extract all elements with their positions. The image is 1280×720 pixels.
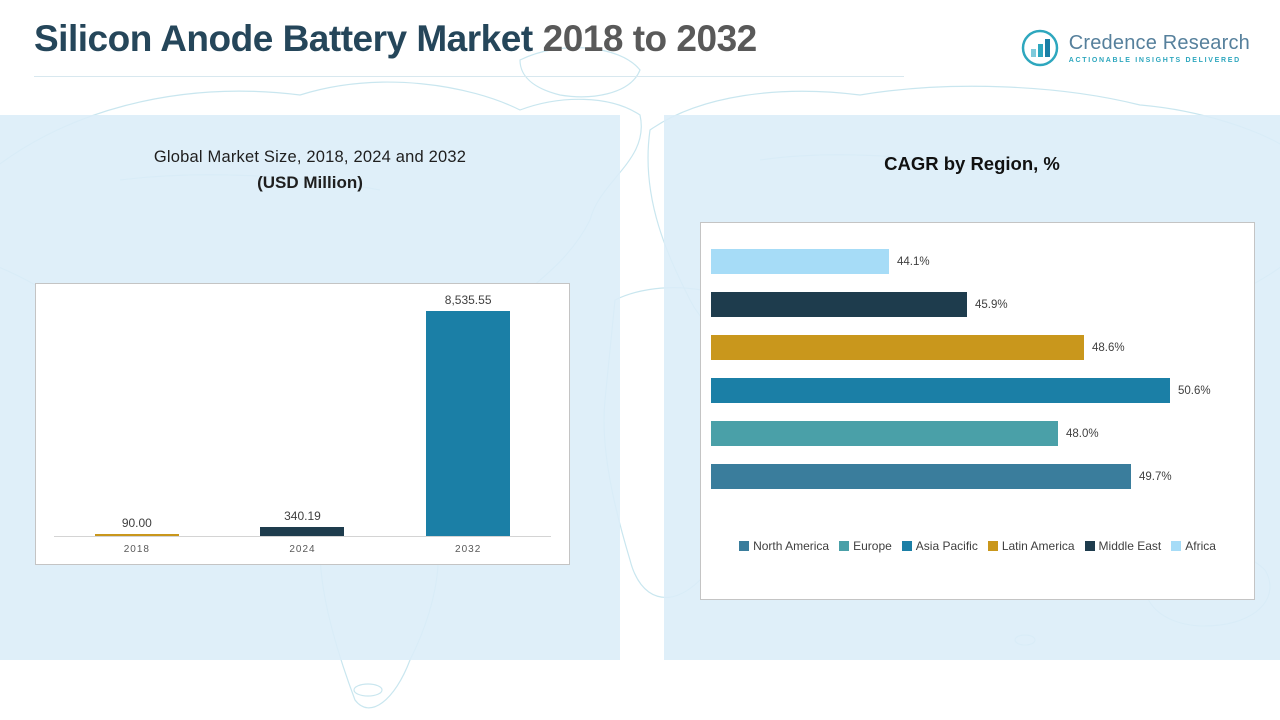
header: Silicon Anode Battery Market 2018 to 2032… — [0, 0, 1280, 115]
cagr-legend: North America Europe Asia Pacific Latin Ame… — [701, 539, 1254, 553]
x-tick-label-2024: 2024 — [289, 544, 316, 555]
legend-item-africa: Africa — [1171, 539, 1216, 553]
cagr-title: CAGR by Region, % — [884, 153, 1060, 174]
legend-swatch-middle-east — [1084, 541, 1095, 551]
bar-value-label: 45.9% — [975, 298, 1008, 311]
bar-2018 — [94, 534, 179, 536]
cagr-row-middle-east: 45.9% — [711, 292, 1254, 317]
legend-label-asia-pacific: Asia Pacific — [915, 539, 978, 553]
legend-swatch-latin-america — [987, 541, 998, 551]
bar-value-label: 50.6% — [1178, 384, 1211, 397]
legend-label-middle-east: Middle East — [1098, 539, 1162, 553]
bar-group-2024: 340.19 — [227, 509, 377, 536]
bar-africa — [711, 249, 889, 274]
bar-middle-east — [711, 292, 967, 317]
cagr-panel: CAGR by Region, % 44.1% 45.9% 48.6% 50.6% 48… — [664, 115, 1280, 660]
map-greenland — [519, 47, 641, 98]
legend-swatch-africa — [1171, 541, 1182, 551]
bar-latin-america — [711, 335, 1084, 360]
legend-swatch-north-america — [739, 541, 750, 551]
legend-item-middle-east: Middle East — [1084, 539, 1162, 553]
bar-group-2032: 8,535.55 — [393, 293, 543, 536]
legend-item-asia-pacific: Asia Pacific — [901, 539, 978, 553]
bar-value-label: 8,535.55 — [444, 293, 492, 307]
market-size-x-axis: 2018 2024 2032 — [54, 536, 551, 555]
bar-value-label: 90.00 — [121, 516, 152, 530]
logo-tagline: Actionable Insights Delivered — [1068, 57, 1241, 64]
legend-item-north-america: North America — [739, 539, 829, 553]
cagr-row-north-america: 49.7% — [711, 464, 1254, 489]
page-title: Silicon Anode Battery Market 2018 to 2032 — [34, 18, 757, 60]
x-tick-label-2032: 2032 — [455, 544, 482, 555]
logo-text: Credence Research Actionable Insights De… — [1069, 32, 1250, 64]
x-tick-label-2018: 2018 — [123, 544, 150, 555]
market-size-units: (USD Million) — [257, 173, 363, 192]
legend-label-africa: Africa — [1185, 539, 1216, 553]
legend-swatch-asia-pacific — [901, 541, 912, 551]
cagr-plot: 44.1% 45.9% 48.6% 50.6% 48.0% 49.7% — [701, 223, 1254, 489]
map-island-1 — [353, 683, 383, 697]
bar-group-2018: 90.00 — [62, 516, 212, 536]
cagr-chart: 44.1% 45.9% 48.6% 50.6% 48.0% 49.7% North Ame… — [700, 222, 1255, 600]
cagr-row-asia-pacific: 50.6% — [711, 378, 1254, 403]
legend-swatch-europe — [839, 541, 850, 551]
market-size-plot: 90.00 340.19 8,535.55 — [54, 284, 551, 536]
legend-item-latin-america: Latin America — [987, 539, 1075, 553]
legend-label-europe: Europe — [853, 539, 892, 553]
title-underline — [34, 76, 904, 77]
legend-item-europe: Europe — [839, 539, 892, 553]
market-size-chart: 90.00 340.19 8,535.55 2018 2024 2032 — [35, 283, 570, 565]
title-year-range: 2018 to 2032 — [542, 18, 758, 59]
market-size-heading: Global Market Size, 2018, 2024 and 2032 … — [0, 115, 620, 193]
cagr-row-europe: 48.0% — [711, 421, 1254, 446]
market-size-title: Global Market Size, 2018, 2024 and 2032 — [153, 148, 467, 166]
title-market-name: Silicon Anode Battery Market — [34, 18, 533, 59]
bar-europe — [711, 421, 1058, 446]
bar-value-label: 48.6% — [1092, 341, 1125, 354]
bar-asia-pacific — [711, 378, 1170, 403]
bar-value-label: 49.7% — [1139, 470, 1172, 483]
legend-label-latin-america: Latin America — [1001, 539, 1075, 553]
credence-research-logo: Credence Research Actionable Insights De… — [1020, 28, 1250, 68]
market-size-panel: Global Market Size, 2018, 2024 and 2032 … — [0, 115, 620, 660]
bar-2024 — [260, 527, 345, 536]
bar-north-america — [711, 464, 1131, 489]
bar-value-label: 48.0% — [1066, 427, 1099, 440]
cagr-row-latin-america: 48.6% — [711, 335, 1254, 360]
bar-value-label: 340.19 — [284, 509, 321, 523]
bar-value-label: 44.1% — [897, 255, 930, 268]
legend-label-north-america: North America — [753, 539, 830, 553]
bar-chart-logo-icon — [1021, 29, 1058, 67]
bar-2032 — [426, 311, 511, 536]
logo-name: Credence Research — [1068, 32, 1250, 54]
cagr-row-africa: 44.1% — [711, 249, 1254, 274]
